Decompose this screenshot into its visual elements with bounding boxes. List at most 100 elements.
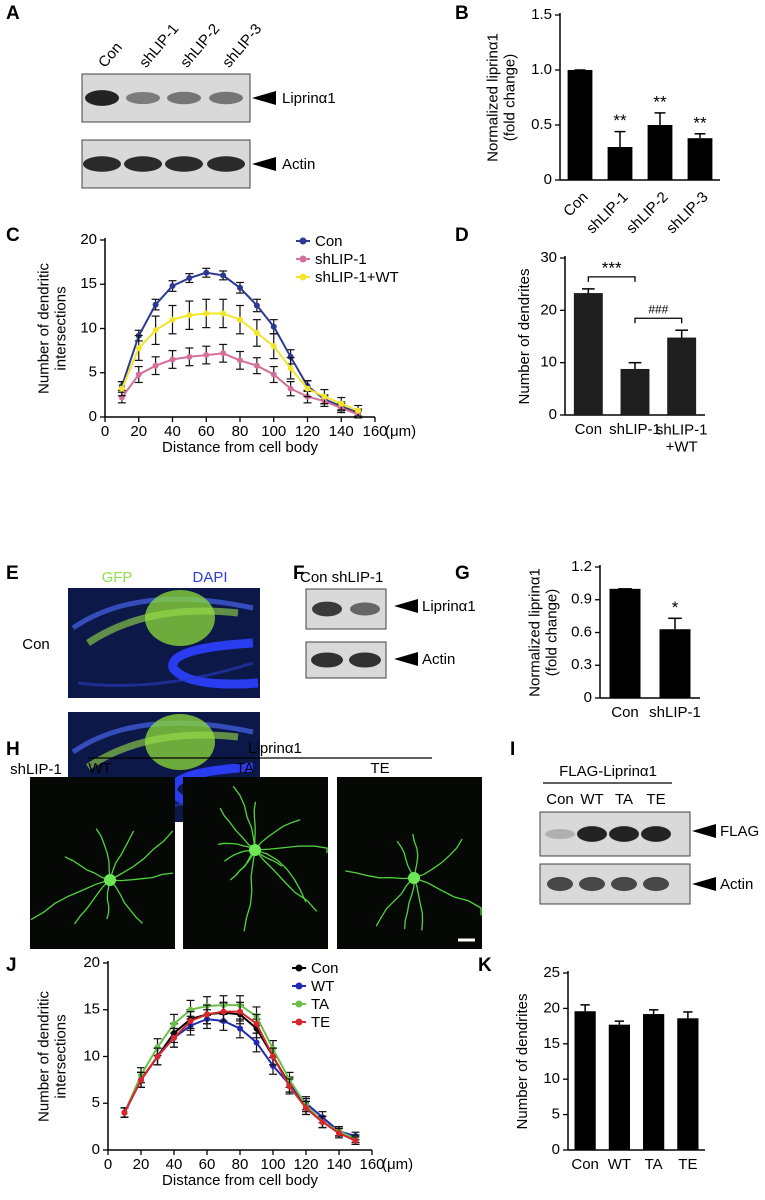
gfp-signal (145, 590, 215, 646)
y-axis-label: Number of dendrites (514, 994, 531, 1130)
x-tick-label: shLIP-3 (663, 189, 712, 238)
x-tick-label: Con (611, 704, 639, 721)
y-tick-label: 30 (540, 249, 557, 266)
y-tick-label: 20 (543, 999, 560, 1016)
group-label: FLAG-Liprinα1 (559, 763, 657, 780)
x-tick-label: 140 (326, 1156, 351, 1173)
significance-label: ** (613, 111, 627, 130)
dendrite (106, 879, 111, 920)
data-point (237, 284, 243, 291)
soma (408, 872, 420, 884)
y-tick-label: 25 (543, 964, 560, 981)
group-label: Liprinα1 (248, 740, 302, 757)
dendrite (253, 801, 257, 851)
x-unit-label: (μm) (382, 1156, 413, 1173)
data-point (169, 316, 176, 323)
blot-band (547, 876, 573, 892)
data-point (270, 323, 277, 330)
error-bar (694, 133, 706, 139)
error-bar (683, 1011, 693, 1019)
comparison-label: ### (648, 302, 668, 316)
panel-letter: B (455, 3, 469, 24)
bar (659, 629, 691, 698)
bar (573, 293, 603, 415)
panel-letter: J (6, 955, 17, 976)
panel-letter: H (6, 739, 20, 760)
legend-marker (295, 964, 303, 972)
data-point (237, 1008, 243, 1015)
x-tick-label: 60 (198, 423, 215, 440)
x-tick-label: shLIP-1 +WT (656, 421, 708, 455)
y-tick-label: 0 (92, 1141, 100, 1158)
x-tick-label: 20 (133, 1156, 150, 1173)
data-point (237, 316, 243, 323)
data-point (135, 344, 142, 351)
y-tick-label: 0.3 (571, 656, 592, 673)
blot-band (545, 829, 575, 839)
x-tick-label: Con (560, 189, 591, 220)
soma (249, 844, 261, 856)
y-tick-label: 5 (552, 1106, 560, 1123)
blot-band (349, 652, 381, 668)
dendrite (95, 828, 111, 881)
x-tick-label: 40 (166, 1156, 183, 1173)
dapi-layer (71, 720, 254, 755)
x-tick-label: 80 (232, 1156, 249, 1173)
arrowhead (692, 877, 716, 891)
data-point (237, 1025, 243, 1032)
arrowhead (692, 824, 716, 838)
legend-label: shLIP-1 (315, 251, 367, 268)
x-tick-label: 60 (199, 1156, 216, 1173)
dendrite (64, 856, 111, 881)
error-bar (614, 1020, 625, 1025)
y-tick-label: 5 (89, 364, 97, 381)
lane-label: Con (95, 39, 126, 71)
legend-label: shLIP-1+WT (315, 269, 399, 286)
lane-label: shLIP-3 (219, 21, 265, 72)
y-tick-label: 10 (80, 319, 97, 336)
dendrite (254, 849, 318, 912)
arrowhead (252, 91, 276, 105)
legend-label: Con (311, 960, 339, 977)
blot-band (124, 156, 162, 172)
x-tick-label: 100 (261, 423, 286, 440)
dendrite (217, 842, 256, 851)
column-label: TA (236, 760, 254, 777)
data-point (253, 302, 260, 309)
data-point (135, 371, 142, 378)
dendrite (413, 838, 463, 879)
x-unit-label: (μm) (385, 423, 416, 440)
dendrite (30, 879, 111, 921)
micrograph-bg (337, 777, 482, 949)
soma (104, 874, 116, 886)
blot-band (207, 156, 245, 172)
error-bar (628, 361, 642, 369)
y-tick-label: 0.5 (531, 116, 552, 133)
data-point (319, 1118, 326, 1125)
data-point (303, 1104, 309, 1111)
band-label: Liprinα1 (282, 90, 336, 107)
significance-label: * (672, 598, 679, 617)
y-tick-label: 20 (80, 231, 97, 248)
arrowhead (252, 157, 276, 171)
blot-band (611, 876, 637, 892)
comparison-bracket (587, 276, 636, 282)
micrograph (183, 777, 328, 949)
dendrite (109, 830, 174, 881)
x-tick-label: shLIP-2 (623, 189, 672, 238)
blot-band (85, 90, 119, 106)
data-point (220, 272, 227, 279)
y-tick-label: 1.2 (571, 558, 592, 575)
legend-label: WT (311, 978, 334, 995)
bar (567, 70, 593, 180)
legend-marker (299, 237, 307, 245)
x-tick-label: 40 (164, 423, 181, 440)
bar (607, 147, 633, 180)
x-tick-label: 120 (293, 1156, 318, 1173)
bar (574, 1011, 596, 1150)
legend-marker (295, 1000, 303, 1008)
x-tick-label: shLIP-1 (609, 421, 661, 438)
row-label: Con (22, 636, 50, 653)
data-point (287, 365, 294, 372)
dendrite (73, 879, 111, 925)
